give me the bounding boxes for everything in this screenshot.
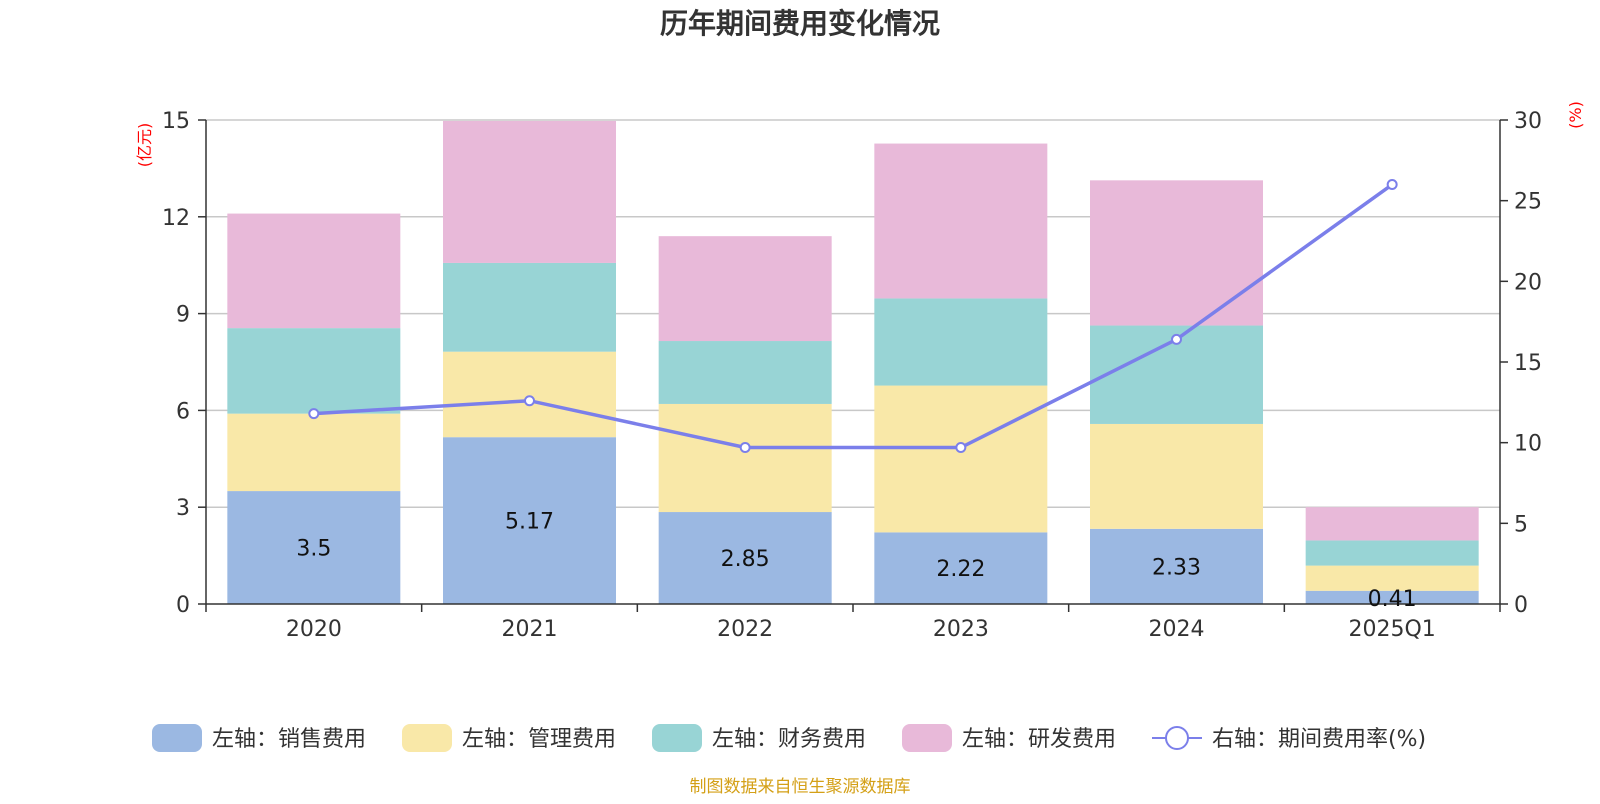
bar-data-label: 2.22 (936, 557, 985, 582)
right-axis-tick-label: 20 (1514, 270, 1542, 295)
bar-sales-2024 (1090, 528, 1263, 604)
left-axis-tick-label: 3 (176, 496, 190, 521)
right-axis-tick-label: 15 (1514, 351, 1542, 376)
bar-admin-2023 (874, 385, 1048, 533)
left-axis-unit: (亿元) (135, 123, 154, 168)
right-axis-tick-label: 25 (1514, 190, 1542, 215)
rate-point-2022 (739, 442, 751, 454)
bar-data-label: 3.5 (296, 537, 331, 562)
left-axis-tick-label: 6 (176, 399, 190, 424)
rate-line (308, 179, 1398, 454)
legend-label-rnd: 左轴：研发费用 (962, 727, 1116, 752)
bar-admin-2020 (227, 413, 401, 492)
x-axis-tick-label: 2024 (1149, 617, 1205, 642)
left-axis-tick-label: 15 (162, 109, 190, 134)
x-axis-tick-label: 2021 (502, 617, 558, 642)
right-axis-unit: (%) (1566, 101, 1585, 129)
bar-rnd-2021 (443, 120, 616, 263)
rate-point-2024 (1171, 333, 1182, 345)
bar-rnd-2022 (658, 236, 832, 342)
legend-swatch-marker (1165, 726, 1189, 750)
legend-swatch-admin (402, 724, 452, 752)
rate-point-2020 (308, 408, 320, 420)
bar-sales-2025Q1 (1305, 590, 1479, 604)
right-axis-tick-label: 0 (1514, 593, 1528, 618)
bar-sales-2022 (658, 512, 832, 604)
right-axis-tick-label: 5 (1514, 512, 1528, 537)
gridlines (206, 119, 1500, 508)
bar-admin-2024 (1090, 423, 1263, 529)
legend-label-sales: 左轴：销售费用 (212, 727, 366, 752)
bar-finance-2023 (874, 298, 1048, 386)
rate-point-2025Q1 (1386, 179, 1398, 191)
left-axis-tick-label: 9 (176, 303, 190, 328)
bar-data-label: 2.85 (721, 547, 770, 572)
bars (227, 120, 1479, 604)
legend: 左轴：销售费用 左轴：管理费用 左轴：财务费用 左轴：研发费用 右轴：期间费用率(%) (152, 724, 1426, 752)
bar-admin-2025Q1 (1305, 565, 1479, 591)
bar-data-label: 0.41 (1368, 587, 1417, 612)
bar-finance-2021 (443, 262, 616, 352)
data-labels: 3.5 5.17 2.85 2.22 2.33 0.41 (296, 510, 1416, 612)
bar-rnd-2024 (1090, 180, 1263, 326)
x-axis-tick-label: 2020 (286, 617, 342, 642)
legend-label-rate: 右轴：期间费用率(%) (1212, 727, 1426, 752)
x-axis-tick-label: 2025Q1 (1349, 617, 1436, 642)
left-axis-tick-label: 12 (162, 206, 190, 231)
x-axis-tick-label: 2023 (933, 617, 989, 642)
bar-data-label: 5.17 (505, 510, 554, 535)
rate-line-path (313, 183, 1394, 450)
legend-swatch-sales (152, 724, 202, 752)
bar-finance-2020 (227, 328, 401, 414)
right-axis-tick-label: 10 (1514, 432, 1542, 457)
bar-finance-2025Q1 (1305, 540, 1479, 566)
bar-sales-2021 (443, 437, 616, 604)
bar-admin-2022 (658, 403, 832, 513)
bar-finance-2022 (658, 341, 832, 404)
left-axis-tick-label: 0 (176, 593, 190, 618)
bar-sales-2020 (227, 491, 401, 604)
bar-rnd-2025Q1 (1305, 507, 1479, 541)
right-axis-tick-label: 30 (1514, 109, 1542, 134)
legend-label-finance: 左轴：财务费用 (712, 727, 866, 752)
bar-data-label: 2.33 (1152, 555, 1201, 580)
legend-swatch-finance (652, 724, 702, 752)
rate-point-2023 (955, 442, 967, 454)
bar-sales-2023 (874, 532, 1048, 604)
source-note: 制图数据来自恒生聚源数据库 (690, 777, 911, 797)
axes: 0 3 6 9 12 15 0 5 10 15 20 25 30 2020 2021 2022 2023 2024… (135, 101, 1585, 642)
bar-rnd-2020 (227, 213, 401, 329)
legend-label-admin: 左轴：管理费用 (462, 727, 616, 752)
x-axis-tick-label: 2022 (717, 617, 773, 642)
legend-swatch-rnd (902, 724, 952, 752)
chart-title: 历年期间费用变化情况 (660, 7, 940, 40)
rate-point-2021 (524, 395, 535, 407)
bar-rnd-2023 (874, 143, 1048, 299)
bar-admin-2021 (443, 351, 616, 438)
